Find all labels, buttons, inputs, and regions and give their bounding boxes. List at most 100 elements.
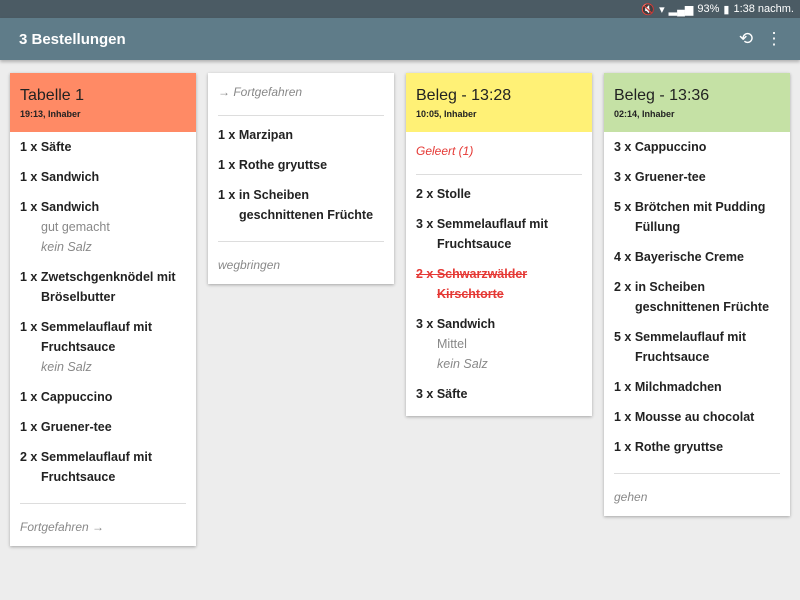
order-item[interactable]: 3 x Semmelauflauf mit Fruchtsauce: [416, 214, 582, 254]
card-subtitle: 02:14, Inhaber: [614, 109, 675, 119]
divider: [20, 503, 186, 504]
order-item[interactable]: 2 x in Scheiben geschnittenen Früchte: [614, 277, 780, 317]
battery-level: 93%: [697, 3, 720, 15]
item-line: 3 x Gruener-tee: [614, 170, 706, 184]
order-item[interactable]: 1 x Sandwich gut gemacht kein Salz: [20, 197, 186, 257]
item-modifier: kein Salz: [41, 360, 92, 374]
item-line: 2 x Semmelauflauf mit: [20, 450, 152, 464]
history-icon[interactable]: ⟲: [738, 29, 754, 48]
card-subtitle: 10:05, Inhaber: [416, 109, 477, 119]
item-list: 2 x Stolle 3 x Semmelauflauf mit Fruchtsau…: [416, 179, 582, 416]
item-line: 4 x Bayerische Creme: [614, 250, 744, 264]
order-item[interactable]: 1 x Rothe gryuttse: [218, 155, 384, 175]
order-item[interactable]: 2 x Stolle: [416, 184, 582, 204]
item-line: 2 x Schwarzwälder: [416, 267, 528, 281]
item-modifier: kein Salz: [437, 357, 488, 371]
order-item[interactable]: 1 x Gruener-tee: [20, 417, 186, 437]
order-item[interactable]: 1 x Marzipan: [218, 125, 384, 145]
item-line: geschnittenen Früchte: [635, 300, 770, 314]
app-bar: 3 Bestellungen ⟲ ⋮: [0, 18, 800, 60]
item-line: geschnittenen Früchte: [239, 208, 374, 222]
card-subtitle: 19:13, Inhaber: [20, 109, 81, 119]
item-modifier: gut gemacht: [41, 220, 110, 234]
card-body: 3 x Cappuccino 3 x Gruener-tee 5 x Brötche…: [604, 132, 790, 516]
divider: [218, 241, 384, 242]
order-card[interactable]: → Fortgefahren 1 x Marzipan 1 x Rothe gryu…: [208, 73, 394, 284]
card-action[interactable]: wegbringen: [218, 258, 281, 272]
item-line: 1 x Gruener-tee: [20, 420, 112, 434]
item-line: 2 x in Scheiben: [614, 280, 706, 294]
card-status-note[interactable]: Geleert (1): [416, 144, 474, 158]
card-action[interactable]: Fortgefahren →: [20, 520, 105, 534]
item-line: 1 x Sandwich: [20, 170, 100, 184]
order-item[interactable]: 5 x Semmelauflauf mit Fruchtsauce: [614, 327, 780, 367]
order-item[interactable]: 1 x Semmelauflauf mit Fruchtsauce kein Sal…: [20, 317, 186, 377]
order-item[interactable]: 2 x Schwarzwälder Kirschtorte: [416, 264, 582, 304]
battery-icon: ▮: [723, 3, 730, 16]
item-line: 1 x Mousse au chocolat: [614, 410, 755, 424]
item-line: 1 x Marzipan: [218, 128, 294, 142]
order-item[interactable]: 1 x Rothe gryuttse: [614, 437, 780, 457]
item-line: 2 x Stolle: [416, 187, 471, 201]
order-item[interactable]: 1 x in Scheiben geschnittenen Früchte: [218, 185, 384, 225]
item-line: Fruchtsauce: [41, 470, 116, 484]
order-item[interactable]: 2 x Semmelauflauf mit Fruchtsauce: [20, 447, 186, 487]
item-line: Fruchtsauce: [635, 350, 710, 364]
item-line: 1 x Sandwich: [20, 200, 100, 214]
order-item[interactable]: 1 x Mousse au chocolat: [614, 407, 780, 427]
order-item[interactable]: 1 x Milchmadchen: [614, 377, 780, 397]
item-line: 1 x Semmelauflauf mit: [20, 320, 152, 334]
item-line: Füllung: [635, 220, 681, 234]
divider: [614, 473, 780, 474]
card-action[interactable]: gehen: [614, 490, 648, 504]
mute-icon: 🔇: [641, 3, 656, 16]
order-item[interactable]: 3 x Cappuccino: [614, 137, 780, 157]
item-line: Bröselbutter: [41, 290, 116, 304]
item-line: 1 x Rothe gryuttse: [614, 440, 724, 454]
item-line: 1 x Cappuccino: [20, 390, 113, 404]
item-list: 1 x Marzipan 1 x Rothe gryuttse 1 x in Sch…: [218, 120, 384, 237]
item-line: Fruchtsauce: [41, 340, 116, 354]
order-item[interactable]: 1 x Zwetschgenknödel mit Bröselbutter: [20, 267, 186, 307]
item-line: 5 x Brötchen mit Pudding: [614, 200, 766, 214]
order-item[interactable]: 1 x Cappuccino: [20, 387, 186, 407]
card-body: → Fortgefahren 1 x Marzipan 1 x Rothe gryu…: [208, 73, 394, 284]
order-item[interactable]: 4 x Bayerische Creme: [614, 247, 780, 267]
order-card[interactable]: Tabelle 1 19:13, Inhaber 1 x Säfte 1 x Sand…: [10, 73, 196, 546]
order-item[interactable]: 3 x Säfte: [416, 384, 582, 404]
item-line: 3 x Säfte: [416, 387, 468, 401]
item-list: 3 x Cappuccino 3 x Gruener-tee 5 x Brötche…: [614, 132, 780, 469]
more-vert-icon[interactable]: ⋮: [765, 29, 783, 48]
order-item[interactable]: 1 x Säfte: [20, 137, 186, 157]
order-card[interactable]: Beleg - 13:28 10:05, Inhaber Geleert (1) 2 …: [406, 73, 592, 416]
divider: [218, 115, 384, 116]
clock: 1:38 nachm.: [733, 3, 794, 15]
card-body: 1 x Säfte 1 x Sandwich 1 x Sandwich gut gem…: [10, 132, 196, 546]
order-item[interactable]: 5 x Brötchen mit Pudding Füllung: [614, 197, 780, 237]
order-card[interactable]: Beleg - 13:36 02:14, Inhaber 3 x Cappuccin…: [604, 73, 790, 516]
wifi-icon: ▾: [659, 3, 665, 16]
page-title: 3 Bestellungen: [19, 30, 126, 48]
order-item[interactable]: 1 x Sandwich: [20, 167, 186, 187]
card-title: Tabelle 1: [20, 87, 85, 104]
card-header[interactable]: Tabelle 1 19:13, Inhaber: [10, 73, 196, 132]
order-item[interactable]: 3 x Gruener-tee: [614, 167, 780, 187]
order-item[interactable]: 3 x Sandwich Mittel kein Salz: [416, 314, 582, 374]
item-line: 1 x Rothe gryuttse: [218, 158, 328, 172]
item-line: 3 x Cappuccino: [614, 140, 707, 154]
item-line: Fruchtsauce: [437, 237, 512, 251]
item-line: 5 x Semmelauflauf mit: [614, 330, 746, 344]
card-title: Beleg - 13:28: [416, 87, 512, 104]
item-line: 1 x in Scheiben: [218, 188, 310, 202]
card-header[interactable]: Beleg - 13:28 10:05, Inhaber: [406, 73, 592, 132]
status-bar: 🔇 ▾ ▂▄▆ 93% ▮ 1:38 nachm.: [0, 0, 800, 18]
item-line: Kirschtorte: [437, 287, 504, 301]
item-line: 1 x Milchmadchen: [614, 380, 722, 394]
order-columns: Tabelle 1 19:13, Inhaber 1 x Säfte 1 x Sand…: [10, 73, 790, 546]
card-title: Beleg - 13:36: [614, 87, 710, 104]
divider: [416, 174, 582, 175]
card-header[interactable]: Beleg - 13:36 02:14, Inhaber: [604, 73, 790, 132]
card-body: Geleert (1) 2 x Stolle 3 x Semmelauflauf m…: [406, 132, 592, 416]
card-status-note[interactable]: → Fortgefahren: [218, 85, 303, 99]
item-list: 1 x Säfte 1 x Sandwich 1 x Sandwich gut gem…: [20, 132, 186, 499]
